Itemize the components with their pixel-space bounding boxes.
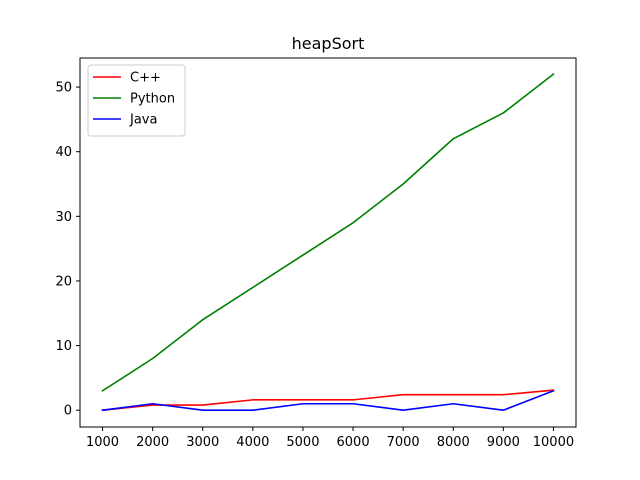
x-tick-label: 1000 <box>86 435 119 450</box>
y-tick-label: 10 <box>55 339 72 354</box>
x-tick-label: 6000 <box>337 435 370 450</box>
x-tick-label: 10000 <box>533 435 574 450</box>
y-tick-label: 40 <box>55 145 72 160</box>
x-tick-label: 9000 <box>487 435 520 450</box>
legend-label: Java <box>129 113 157 128</box>
axes-layer: 1000 2000 3000 4000 5000 6000 7000 8000 9000 1000… <box>55 57 577 450</box>
x-tick-label: 4000 <box>236 435 269 450</box>
legend-label: Python <box>130 92 175 107</box>
series-layer <box>101 73 555 412</box>
y-tick-label: 0 <box>64 404 72 419</box>
y-tick-label: 20 <box>55 274 72 289</box>
x-tick-label: 8000 <box>437 435 470 450</box>
chart-title: heapSort <box>292 34 365 53</box>
y-tick-label: 50 <box>55 81 72 96</box>
series-line-python <box>101 73 555 392</box>
series-line-java <box>101 389 555 412</box>
x-tick-label: 3000 <box>186 435 219 450</box>
series-line-cplus <box>101 389 555 412</box>
y-tick-label: 30 <box>55 210 72 225</box>
legend: C++ Python Java <box>87 64 186 137</box>
x-tick-label: 2000 <box>136 435 169 450</box>
plot-frame <box>79 57 577 428</box>
x-tick-label: 5000 <box>286 435 319 450</box>
legend-label: C++ <box>130 71 161 86</box>
x-tick-label: 7000 <box>387 435 420 450</box>
